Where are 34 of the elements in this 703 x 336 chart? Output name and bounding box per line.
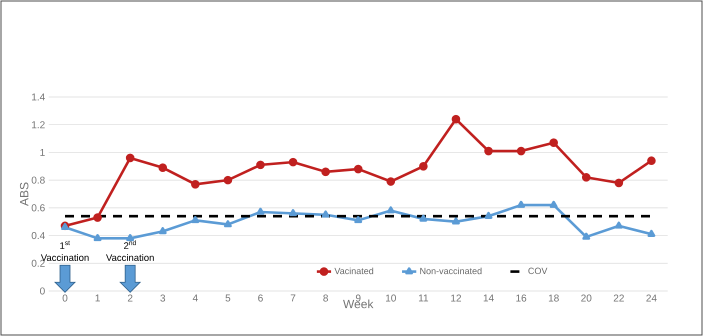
- y-axis-title: ABS: [20, 182, 28, 206]
- y-tick-label: 1: [40, 148, 45, 156]
- x-tick-label: 11: [418, 294, 428, 302]
- x-tick-label: 22: [614, 294, 624, 302]
- text: 1$^{st}$ Vaccination: [40, 240, 89, 261]
- x-tick-label: 1: [96, 294, 100, 302]
- text: 2$^{nd}$ Vaccination: [106, 240, 154, 261]
- y-tick-label: 0.4: [32, 232, 45, 240]
- x-tick-label: 16: [516, 294, 526, 302]
- legend-label: COV: [528, 268, 548, 274]
- x-tick-label: 8: [323, 294, 328, 302]
- x-tick-label: 6: [258, 294, 263, 302]
- y-tick-label: 0.2: [32, 260, 45, 267]
- y-tick-label: 0: [40, 287, 45, 295]
- x-tick-label: 4: [192, 294, 198, 302]
- x-tick-label: 14: [484, 294, 494, 302]
- legend-label: Non-vaccinated: [420, 268, 482, 274]
- x-tick-label: 18: [548, 294, 559, 302]
- x-tick-label: 0: [62, 294, 68, 302]
- x-tick-label: 5: [226, 294, 230, 302]
- x-tick-label: 10: [386, 294, 396, 302]
- legend-label: Vacinated: [334, 268, 374, 274]
- x-tick-label: 12: [451, 294, 462, 302]
- x-tick-label: 24: [646, 294, 657, 302]
- x-tick-label: 20: [581, 294, 592, 302]
- x-tick-label: 7: [290, 294, 296, 302]
- y-tick-label: 0.6: [32, 204, 45, 212]
- y-tick-label: 1.4: [32, 94, 45, 100]
- x-axis-title: Week: [343, 299, 374, 308]
- y-tick-label: 1.2: [32, 121, 45, 128]
- y-tick-label: 0.8: [32, 176, 45, 184]
- x-tick-label: 9: [356, 294, 361, 302]
- x-tick-label: 2: [128, 294, 132, 302]
- x-tick-label: 3: [160, 294, 166, 302]
